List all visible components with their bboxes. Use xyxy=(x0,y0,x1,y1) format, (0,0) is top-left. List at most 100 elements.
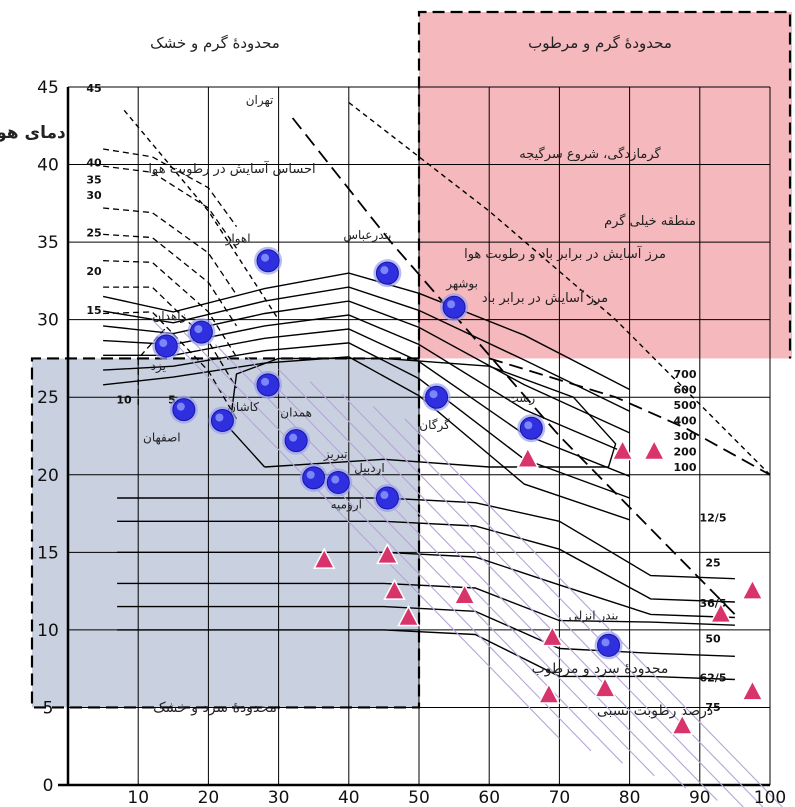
x-tick-label: 90 xyxy=(689,788,711,807)
humidity-comfort-curve xyxy=(103,207,238,296)
city-marker xyxy=(154,334,178,358)
y-tick-label: 10 xyxy=(37,621,59,641)
wind-label-right: 500 xyxy=(674,399,697,412)
zone-hot-humid xyxy=(419,12,792,359)
city-marker xyxy=(210,408,234,432)
city-marker xyxy=(519,416,543,440)
x-tick-label: 80 xyxy=(619,788,641,807)
wind-label-left: 45 xyxy=(86,82,101,95)
comfort-loop xyxy=(228,357,617,468)
wind-label-left: 30 xyxy=(86,189,102,202)
humidity-comfort-curve xyxy=(102,148,238,227)
zone-label-hot-dry: محدودهٔ گرم و خشک xyxy=(150,34,280,52)
triangle-marker xyxy=(312,547,336,569)
wind-label-left: 15 xyxy=(86,304,101,317)
wind-label-left: 25 xyxy=(86,226,101,239)
y-tick-label: 20 xyxy=(37,466,59,486)
wind-label-left: 35 xyxy=(86,174,101,187)
guide-line xyxy=(341,393,744,807)
city-marker-glint xyxy=(215,413,224,422)
city-marker xyxy=(597,633,621,657)
zone-label-cold-dry: محدودهٔ سرد و خشک xyxy=(153,700,277,716)
humidity-line xyxy=(117,605,735,657)
triangle-marker xyxy=(376,542,399,565)
triangle-marker xyxy=(709,601,733,624)
humidity-line xyxy=(117,520,735,603)
guide-line xyxy=(372,406,764,807)
x-tick-label: 70 xyxy=(549,788,571,807)
x-tick-label: 30 xyxy=(268,788,290,807)
city-marker-glint xyxy=(380,491,389,500)
wind-label-left: 5 xyxy=(168,393,176,406)
wind-label-right: 400 xyxy=(674,414,697,427)
city-marker xyxy=(375,486,399,510)
y-tick-label: 5 xyxy=(43,698,54,718)
ticks-layer: 10 20 30 40 50 60 70 80 90 100 0 5 10 15 20 25 30 35 40 45 xyxy=(37,78,786,807)
city-label: تهران xyxy=(246,93,274,108)
city-label: رشت xyxy=(507,391,535,406)
city-label: کاشان xyxy=(227,400,259,414)
guide-line xyxy=(309,381,718,801)
city-marker xyxy=(326,471,350,495)
city-marker xyxy=(284,429,308,453)
annotation-wind: مرز آسایش در برابر باد xyxy=(482,289,608,306)
wind-label-left: 20 xyxy=(86,265,102,278)
city-marker-glint xyxy=(261,253,270,262)
humidity-line xyxy=(117,551,735,619)
city-marker xyxy=(425,385,449,409)
triangle-marker xyxy=(642,438,666,461)
labels-layer: محدودهٔ گرم و خشک محدودهٔ گرم و مرطوب محدو… xyxy=(0,34,726,719)
triangle-marker xyxy=(397,604,420,627)
city-label: بندر انزلی xyxy=(569,608,619,623)
y-axis-label: دمای هوا xyxy=(0,123,66,143)
humidity-comfort-curve xyxy=(103,311,238,420)
city-marker-glint xyxy=(447,300,456,309)
guide-line xyxy=(278,368,687,789)
city-marker xyxy=(172,398,196,422)
x-tick-label: 100 xyxy=(754,788,786,807)
wind-label-right: 300 xyxy=(674,430,697,443)
city-marker-glint xyxy=(331,475,340,484)
wind-label-right: 100 xyxy=(674,461,697,474)
city-marker xyxy=(302,466,326,490)
humidity-label: 75 xyxy=(705,701,720,714)
city-marker-glint xyxy=(380,266,389,275)
wind-comfort-curve xyxy=(102,272,630,391)
city-marker xyxy=(375,261,399,285)
x-tick-label: 50 xyxy=(408,788,430,807)
annotation-humidity-comfort: احساس آسایش در رطوبت هوا xyxy=(148,160,315,177)
y-tick-label: 15 xyxy=(37,543,59,563)
humidity-label: 12/5 xyxy=(700,512,727,525)
wind-label-right: 600 xyxy=(674,383,697,396)
city-label: گرگان xyxy=(419,418,450,433)
triangle-marker xyxy=(593,676,617,698)
annotation-very-hot: منطقه خیلی گرم xyxy=(604,213,696,229)
city-marker xyxy=(442,295,466,319)
city-marker-glint xyxy=(524,421,533,430)
triangle-marker xyxy=(516,446,540,469)
wind-comfort-curve xyxy=(102,286,630,412)
city-marker-glint xyxy=(289,433,298,442)
wind-label-right: 700 xyxy=(674,368,697,381)
triangle-marker xyxy=(671,713,694,735)
city-label: زاهدان xyxy=(152,309,186,324)
city-label: همدان xyxy=(280,406,312,420)
humidity-comfort-curve xyxy=(103,165,238,249)
city-marker xyxy=(189,320,213,344)
y-tick-label: 0 xyxy=(43,776,54,796)
boundary-heat-stroke xyxy=(348,101,771,476)
city-marker-glint xyxy=(429,390,438,399)
city-label: ارومیه xyxy=(331,498,362,513)
city-label: بندرعباس xyxy=(343,228,391,243)
triangle-marker xyxy=(453,583,476,605)
city-label: اصفهان xyxy=(143,431,181,445)
city-marker-glint xyxy=(261,377,270,386)
humidity-label: 62/5 xyxy=(700,671,727,684)
guide-line xyxy=(246,356,655,777)
wind-label-left: 10 xyxy=(116,393,132,406)
wind-comfort-curve xyxy=(103,300,630,434)
triangle-marker xyxy=(741,679,764,701)
city-label: بوشهر xyxy=(445,276,478,291)
annotation-wind-humidity: مرز آسایش در برابر باد و رطوبت هوا xyxy=(464,245,666,262)
